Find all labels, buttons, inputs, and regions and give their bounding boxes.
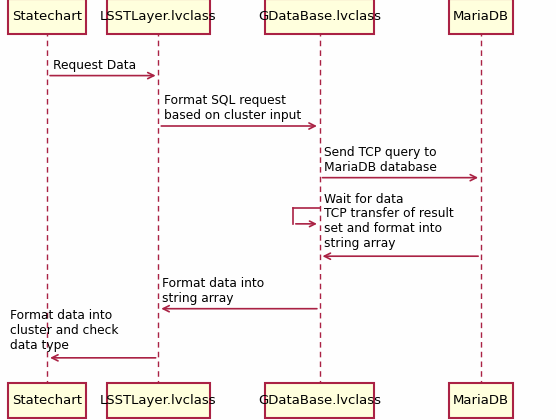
Text: Send TCP query to
MariaDB database: Send TCP query to MariaDB database: [324, 146, 436, 174]
Text: MariaDB: MariaDB: [453, 394, 509, 407]
Text: Statechart: Statechart: [12, 10, 82, 23]
Text: GDataBase.lvclass: GDataBase.lvclass: [258, 10, 381, 23]
Text: Request Data: Request Data: [53, 59, 136, 72]
Text: GDataBase.lvclass: GDataBase.lvclass: [258, 394, 381, 407]
Text: LSSTLayer.lvclass: LSSTLayer.lvclass: [100, 10, 217, 23]
FancyBboxPatch shape: [107, 383, 210, 418]
Text: Format data into
string array: Format data into string array: [162, 277, 265, 305]
FancyBboxPatch shape: [265, 383, 374, 418]
FancyBboxPatch shape: [107, 0, 210, 34]
Text: Wait for data: Wait for data: [324, 193, 403, 206]
Text: MariaDB: MariaDB: [453, 10, 509, 23]
Text: Format data into
cluster and check
data type: Format data into cluster and check data …: [10, 309, 118, 352]
Text: Statechart: Statechart: [12, 394, 82, 407]
FancyBboxPatch shape: [449, 383, 513, 418]
Text: LSSTLayer.lvclass: LSSTLayer.lvclass: [100, 394, 217, 407]
FancyBboxPatch shape: [8, 383, 86, 418]
FancyBboxPatch shape: [8, 0, 86, 34]
Text: Format SQL request
based on cluster input: Format SQL request based on cluster inpu…: [164, 94, 301, 122]
FancyBboxPatch shape: [265, 0, 374, 34]
FancyBboxPatch shape: [449, 0, 513, 34]
Text: TCP transfer of result
set and format into
string array: TCP transfer of result set and format in…: [324, 207, 453, 250]
